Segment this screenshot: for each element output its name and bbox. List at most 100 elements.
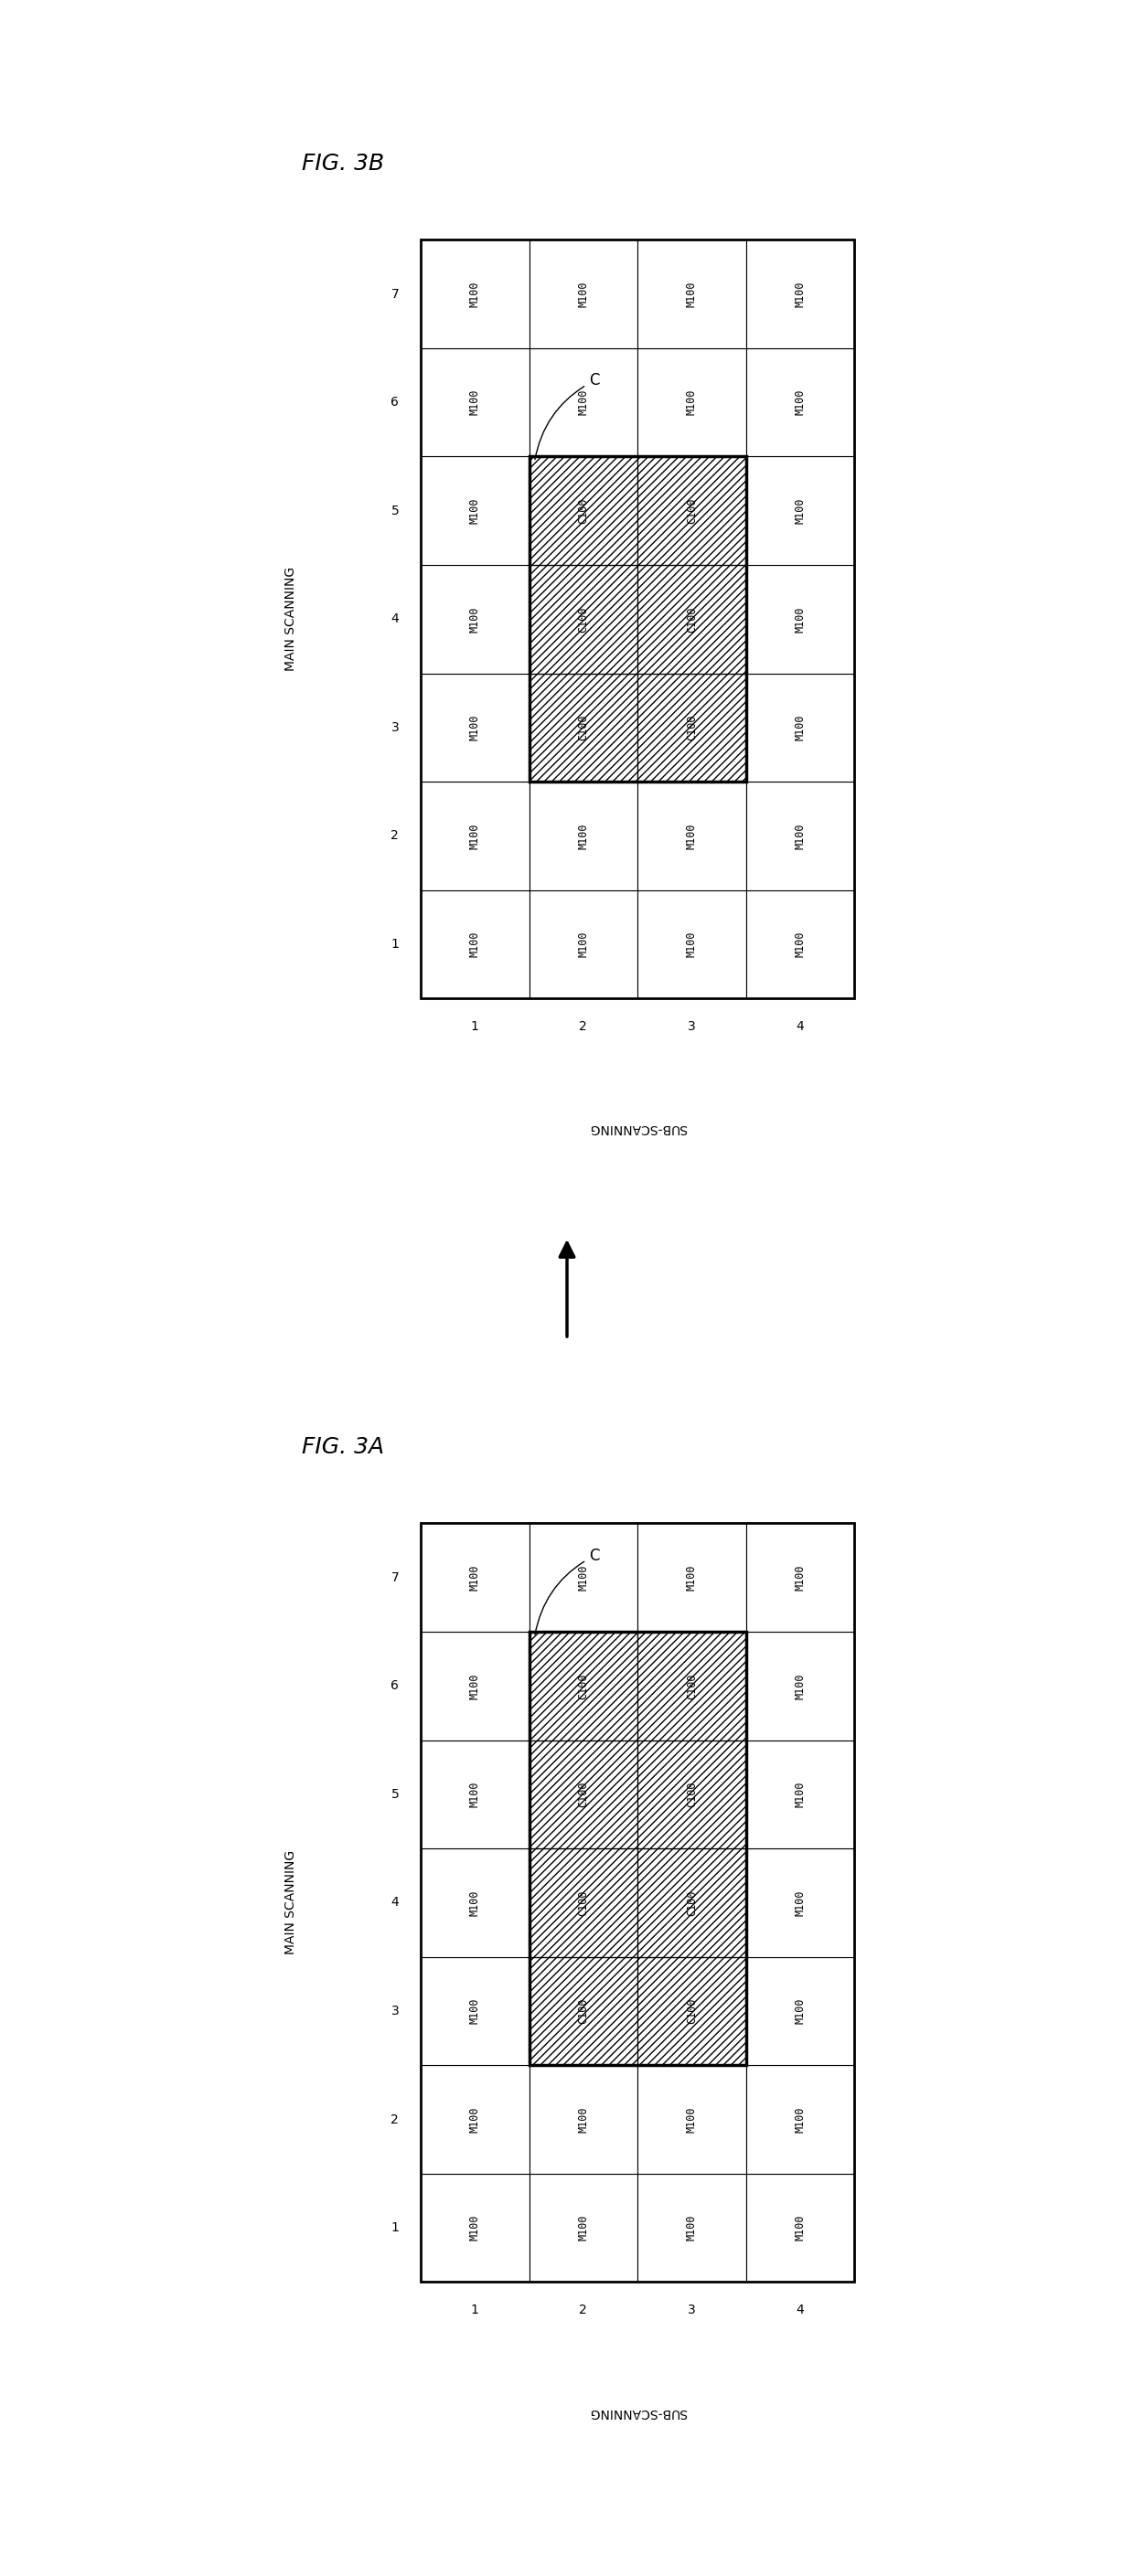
Text: 5: 5 [391, 1788, 399, 1801]
Bar [530, 456, 746, 781]
Bar [637, 1958, 746, 2066]
Bar [530, 1631, 637, 1741]
Bar [637, 348, 746, 456]
Bar [746, 781, 854, 891]
Text: M100: M100 [686, 822, 697, 850]
Text: 2: 2 [391, 829, 399, 842]
Text: M100: M100 [468, 2107, 481, 2133]
Text: 6: 6 [391, 1680, 399, 1692]
Text: M100: M100 [577, 389, 590, 415]
Text: 3: 3 [391, 721, 399, 734]
Text: M100: M100 [577, 1564, 590, 1589]
Text: M100: M100 [794, 1891, 806, 1917]
Bar [421, 1850, 530, 1958]
Text: MAIN SCANNING: MAIN SCANNING [285, 567, 297, 672]
Bar [421, 1741, 530, 1850]
Text: 4: 4 [796, 2303, 804, 2316]
Bar [746, 240, 854, 348]
Text: M100: M100 [577, 2215, 590, 2241]
Text: MAIN SCANNING: MAIN SCANNING [285, 1850, 297, 1955]
Bar [421, 240, 854, 999]
Bar [530, 456, 637, 564]
Bar [530, 1522, 637, 1631]
Bar [637, 1631, 746, 1741]
Text: M100: M100 [468, 1672, 481, 1700]
Text: M100: M100 [686, 2215, 697, 2241]
Bar [530, 1850, 637, 1958]
Text: C100: C100 [686, 605, 697, 631]
Bar [530, 2174, 637, 2282]
Text: M100: M100 [468, 281, 481, 307]
Bar [637, 240, 746, 348]
Text: C100: C100 [686, 714, 697, 739]
Bar [530, 1741, 637, 1850]
Bar [746, 1741, 854, 1850]
Bar [530, 1958, 637, 2066]
Text: C: C [535, 1548, 600, 1636]
Bar [421, 781, 530, 891]
Bar [421, 456, 530, 564]
Text: C100: C100 [577, 714, 590, 739]
Text: M100: M100 [468, 2215, 481, 2241]
Text: C100: C100 [577, 1780, 590, 1808]
Text: C100: C100 [686, 1999, 697, 2025]
Text: FIG. 3B: FIG. 3B [302, 152, 383, 175]
Text: M100: M100 [794, 822, 806, 850]
Bar [421, 240, 530, 348]
Bar [421, 1522, 854, 2282]
Text: M100: M100 [794, 605, 806, 631]
Bar [746, 564, 854, 672]
Text: 3: 3 [687, 2303, 695, 2316]
Text: M100: M100 [468, 822, 481, 850]
Text: C100: C100 [577, 1672, 590, 1700]
Bar [746, 1631, 854, 1741]
Text: 4: 4 [391, 613, 399, 626]
Bar [421, 2066, 530, 2174]
Bar [530, 1741, 637, 1850]
Bar [637, 1850, 746, 1958]
Bar [637, 456, 746, 564]
Bar [746, 2174, 854, 2282]
Text: M100: M100 [577, 2107, 590, 2133]
Text: M100: M100 [794, 930, 806, 958]
Bar [637, 672, 746, 781]
Bar [637, 2174, 746, 2282]
Bar [421, 348, 530, 456]
Bar [746, 1958, 854, 2066]
Text: 6: 6 [391, 397, 399, 410]
Bar [746, 891, 854, 999]
Bar [637, 1850, 746, 1958]
Text: 2: 2 [579, 2303, 587, 2316]
Text: M100: M100 [686, 1564, 697, 1589]
Text: M100: M100 [468, 1891, 481, 1917]
Text: C100: C100 [577, 1891, 590, 1917]
Bar [637, 672, 746, 781]
Bar [530, 564, 637, 672]
Text: C: C [535, 374, 600, 459]
Bar [637, 564, 746, 672]
Text: M100: M100 [468, 389, 481, 415]
Text: SUB-SCANNING: SUB-SCANNING [589, 2406, 686, 2419]
Bar [637, 2066, 746, 2174]
Bar [421, 1522, 530, 1631]
Bar [637, 1631, 746, 1741]
Text: M100: M100 [686, 2107, 697, 2133]
Bar [530, 1958, 637, 2066]
Bar [746, 456, 854, 564]
Text: C100: C100 [577, 605, 590, 631]
Bar [530, 1850, 637, 1958]
Text: C100: C100 [686, 1672, 697, 1700]
Bar [530, 672, 637, 781]
Bar [530, 348, 637, 456]
Bar [421, 1631, 530, 1741]
Text: 2: 2 [579, 1020, 587, 1033]
Text: M100: M100 [468, 605, 481, 631]
Bar [637, 891, 746, 999]
Text: SUB-SCANNING: SUB-SCANNING [589, 1123, 686, 1136]
Bar [637, 1958, 746, 2066]
Bar [746, 2066, 854, 2174]
Bar [746, 348, 854, 456]
Bar [421, 1958, 530, 2066]
Bar [530, 1631, 746, 2066]
Text: C100: C100 [686, 1780, 697, 1808]
